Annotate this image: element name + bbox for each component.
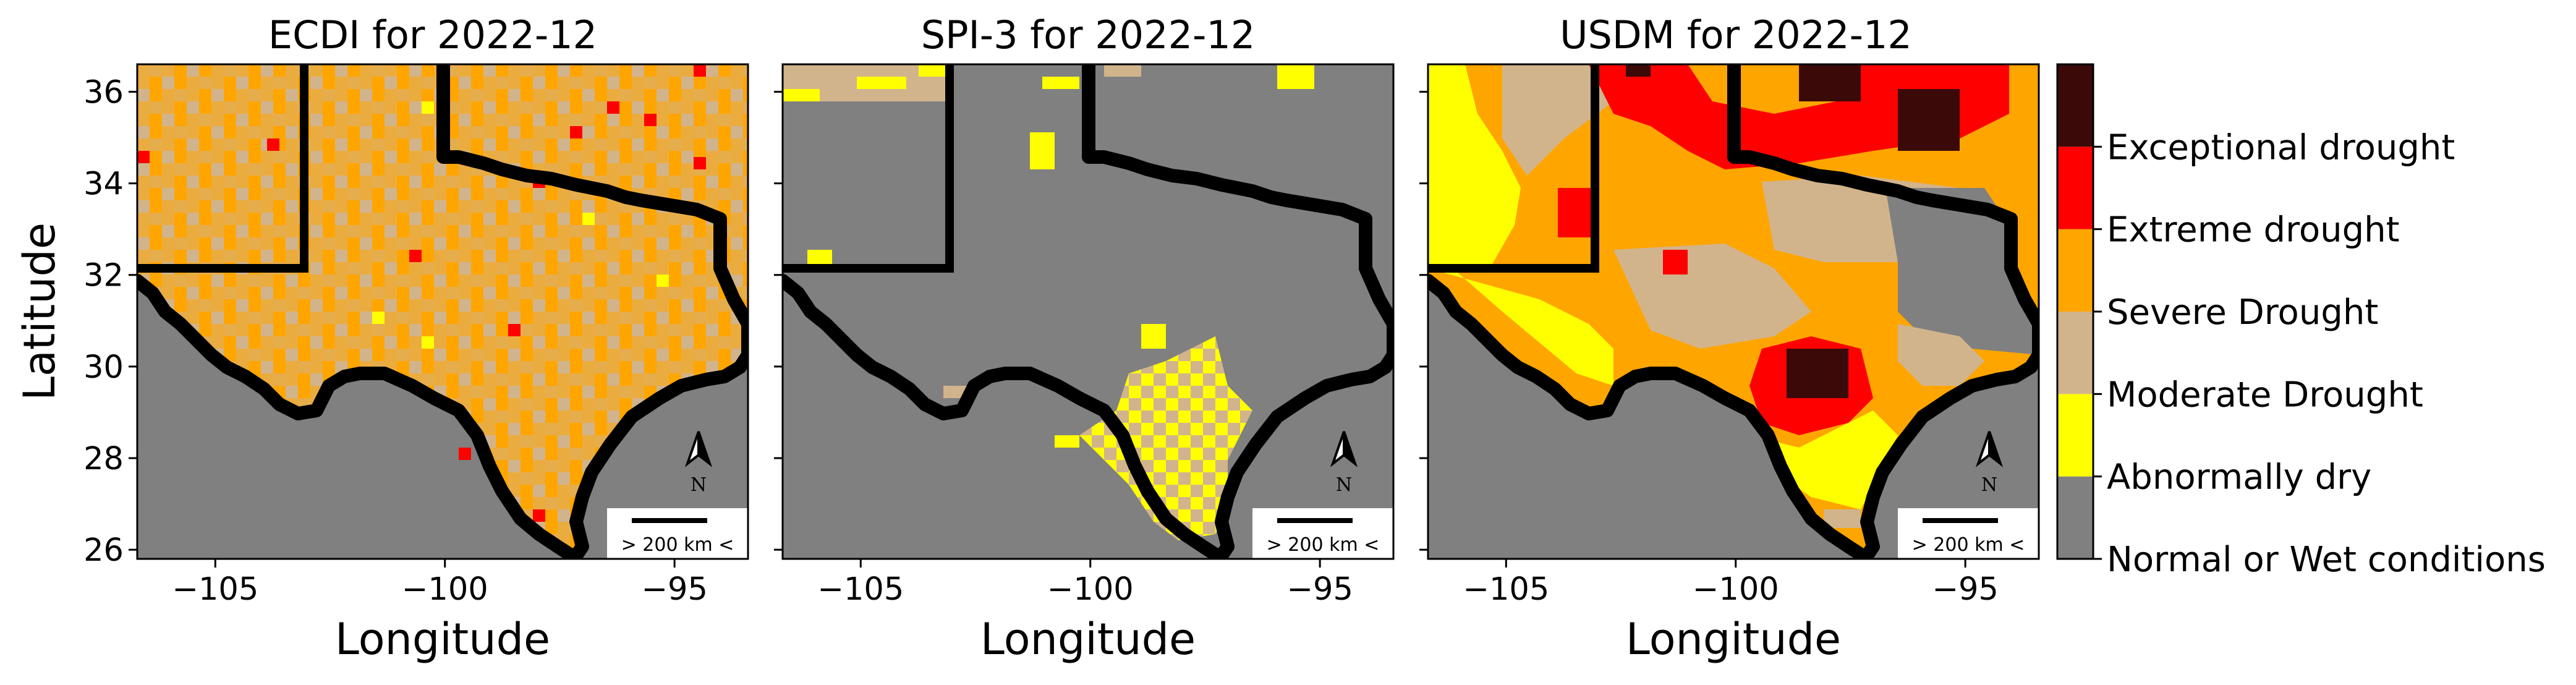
legend-label: Normal or Wet conditions: [2107, 540, 2546, 580]
scale-bar: [1898, 508, 2039, 559]
x-tick-label: −105: [817, 571, 904, 608]
map-usdm: > 200 km < N: [1427, 63, 2040, 560]
panel-title: SPI-3 for 2022-12: [921, 12, 1256, 57]
panel-spi3: SPI-3 for 2022-12: [781, 12, 1395, 560]
y-tick-label: 34: [83, 166, 124, 203]
north-arrow-label: N: [691, 474, 707, 496]
legend-label: Extreme drought: [2107, 210, 2400, 250]
north-arrow-icon: N: [684, 431, 713, 496]
x-tick-label: −100: [1047, 571, 1134, 608]
y-tick-label: 26: [83, 532, 124, 569]
scale-bar-label: > 200 km <: [1267, 534, 1380, 556]
scale-bar-label: > 200 km <: [1912, 534, 2025, 556]
legend-label: Abnormally dry: [2107, 457, 2371, 498]
map-spi3: > 200 km < N: [781, 63, 1395, 560]
y-axis-label: Latitude: [14, 223, 65, 401]
scale-bar-label: > 200 km <: [621, 534, 734, 556]
legend-swatch: [2057, 229, 2093, 312]
x-tick-label: −95: [1286, 571, 1353, 608]
north-arrow-label: N: [1336, 474, 1352, 496]
panel-title: ECDI for 2022-12: [268, 12, 597, 57]
north-arrow-icon: N: [1975, 431, 2004, 496]
north-arrow-label: N: [1981, 474, 1997, 496]
x-axis-label: Longitude: [1626, 614, 1841, 665]
panel-title: USDM for 2022-12: [1560, 12, 1912, 57]
y-tick-label: 32: [83, 258, 124, 294]
legend-swatch: [2057, 64, 2093, 147]
x-tick-label: −105: [172, 571, 258, 608]
legend-label: Moderate Drought: [2107, 375, 2423, 415]
legend-swatch: [2057, 476, 2093, 559]
y-tick-label: 30: [83, 349, 124, 386]
legend-label: Severe Drought: [2107, 292, 2378, 333]
x-axis-label: Longitude: [335, 614, 550, 665]
scale-bar: [1252, 508, 1393, 559]
x-tick-label: −100: [1693, 571, 1779, 608]
map-ecdi: > 200 km < N: [136, 63, 749, 560]
x-tick-label: −95: [641, 571, 708, 608]
panel-ecdi: ECDI for 2022-12: [136, 12, 749, 560]
x-tick-label: −100: [402, 571, 488, 608]
x-axis-label: Longitude: [980, 614, 1196, 665]
x-tick-label: −105: [1463, 571, 1549, 608]
x-tick-label: −95: [1932, 571, 1999, 608]
legend-swatch: [2057, 147, 2093, 229]
legend-swatch: [2057, 312, 2093, 394]
y-tick-label: 36: [83, 74, 124, 111]
y-tick-label: 28: [83, 441, 124, 477]
panel-usdm: USDM for 2022-12: [1427, 12, 2040, 560]
north-arrow-icon: N: [1330, 431, 1358, 496]
legend-label: Exceptional drought: [2107, 127, 2455, 168]
legend-swatch: [2057, 394, 2093, 477]
axis-ticks: −105 −100 −95 36 34 32 30 28 26 −105 −100 −95 −105 −1…: [83, 74, 1999, 608]
legend-colorbar: Normal or Wet conditions Abnormally dry Mo…: [2056, 63, 2546, 580]
scale-bar: [607, 508, 748, 559]
